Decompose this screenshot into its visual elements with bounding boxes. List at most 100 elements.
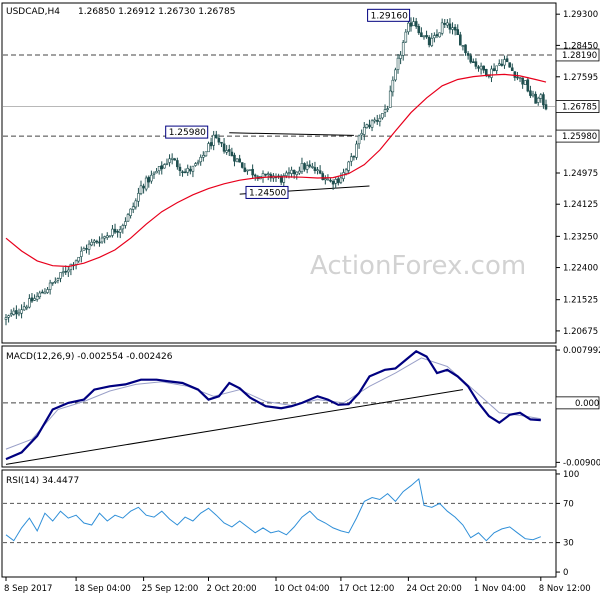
candle-body	[41, 291, 44, 294]
candle-body	[137, 193, 140, 202]
candle-body	[116, 231, 119, 233]
candle-body	[30, 297, 34, 302]
candle-body	[90, 241, 93, 246]
candle-body	[381, 113, 384, 119]
candle-body	[453, 26, 457, 31]
candle-body	[209, 142, 213, 147]
rsi-label: RSI(14) 34.4477	[6, 476, 79, 486]
candle-body	[98, 241, 101, 244]
candle-body	[472, 61, 475, 63]
candle-body	[74, 260, 78, 265]
right-price-tag: 1.25980	[562, 132, 597, 142]
candle-body	[407, 22, 410, 33]
candle-body	[168, 158, 171, 163]
candle-body	[7, 315, 10, 318]
candle-body	[459, 34, 462, 46]
candle-body	[409, 22, 413, 27]
candle-body	[59, 272, 62, 279]
channel-upper-line	[229, 132, 354, 136]
price-tick-label: 1.21525	[563, 296, 598, 306]
candle-body	[38, 292, 42, 298]
candle-body	[12, 310, 16, 315]
candle-body	[261, 173, 265, 178]
candle-body	[521, 77, 524, 85]
rsi-layer	[3, 477, 555, 544]
price-tag-box	[367, 8, 411, 22]
candle-body	[131, 206, 135, 210]
candle-body	[108, 235, 112, 238]
candle-body	[461, 45, 465, 47]
rsi-panel	[1, 469, 557, 578]
ohlc-values: 1.26850 1.26912 1.26730 1.26785	[78, 7, 235, 17]
candle-body	[87, 243, 91, 250]
candle-body	[414, 21, 418, 27]
candle-body	[186, 168, 190, 173]
candle-body	[77, 256, 80, 262]
candle-body	[199, 156, 203, 163]
candle-body	[189, 168, 192, 172]
candle-body	[43, 291, 47, 295]
candle-body	[194, 163, 197, 166]
candle-body	[399, 54, 402, 59]
candle-body	[92, 240, 96, 243]
candle-body	[298, 170, 301, 174]
candle-body	[64, 270, 68, 273]
macd-zero-tag-box	[555, 396, 600, 410]
candle-body	[82, 248, 86, 251]
candle-body	[505, 58, 509, 63]
candle-body	[308, 164, 312, 167]
candle-body	[484, 68, 488, 76]
candle-body	[303, 163, 306, 170]
candle-body	[212, 134, 215, 146]
rsi-tick-label: 70	[563, 499, 574, 509]
candle-body	[373, 119, 376, 122]
candle-body	[451, 27, 454, 30]
candle-body	[433, 35, 436, 39]
candle-body	[536, 97, 540, 103]
candle-body	[417, 26, 421, 34]
time-tick-label: 25 Sep 12:00	[142, 584, 199, 594]
time-tick-label: 18 Sep 04:00	[74, 584, 131, 594]
candle-body	[529, 90, 532, 96]
candle-body	[427, 36, 431, 46]
candle-body	[534, 93, 537, 104]
candle-body	[246, 169, 249, 172]
candle-body	[196, 161, 200, 164]
candle-body	[95, 240, 99, 243]
candle-body	[412, 21, 415, 26]
candle-body	[318, 170, 322, 174]
candle-body	[178, 166, 182, 172]
rsi-tick-label: 0	[563, 568, 568, 578]
candle-body	[446, 22, 449, 26]
candle-body	[100, 237, 104, 243]
candle-body	[176, 160, 179, 168]
candle-body	[526, 79, 530, 92]
candle-body	[220, 141, 223, 144]
macd-label: MACD(12,26,9) -0.002554 -0.002426	[6, 352, 173, 362]
candle-body	[35, 295, 39, 300]
candle-body	[121, 225, 125, 230]
candle-body	[492, 68, 496, 71]
price-panel	[1, 2, 557, 344]
candle-body	[269, 174, 273, 179]
candle-body	[173, 158, 177, 161]
candle-body	[386, 108, 389, 110]
candle-body	[61, 271, 65, 274]
price-tick-label: 1.20675	[563, 327, 598, 337]
candle-body	[448, 23, 452, 30]
right-price-tag-box	[555, 48, 600, 62]
candle-body	[69, 263, 73, 270]
time-tick-label: 24 Oct 20:00	[406, 584, 461, 594]
price-tick-label: 1.27595	[563, 73, 598, 83]
candle-body	[67, 269, 70, 273]
candle-body	[33, 298, 36, 301]
candle-body	[466, 53, 470, 56]
watermark: ActionForex.com	[310, 251, 526, 281]
candle-body	[360, 133, 363, 136]
candle-body	[438, 32, 441, 38]
candle-body	[17, 312, 21, 315]
candle-body	[365, 124, 369, 129]
candle-body	[126, 214, 130, 222]
candle-body	[324, 178, 327, 181]
candle-body	[22, 306, 26, 311]
